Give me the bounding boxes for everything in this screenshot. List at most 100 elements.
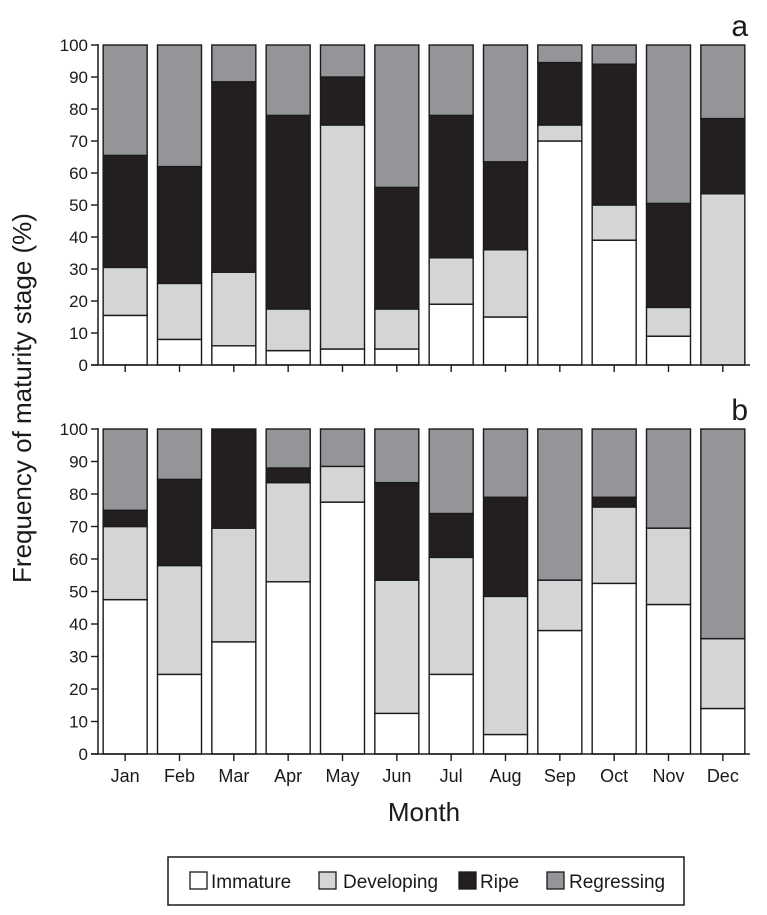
bar-a-aug-developing (482, 249, 529, 318)
bar-b-jul-regressing (428, 428, 474, 515)
y-tick-label-a-50: 50 (69, 196, 88, 215)
x-tick-label-jun: Jun (382, 766, 411, 786)
panel-label-a: a (731, 10, 748, 43)
bar-b-dec-immature (700, 707, 746, 755)
legend-label-developing: Developing (343, 872, 438, 893)
bar-b-sep-immature (537, 629, 583, 755)
legend-frame (167, 856, 685, 906)
legend-label-immature: Immature (211, 872, 291, 893)
bar-a-feb-regressing (156, 44, 203, 168)
bar-a-oct-developing (591, 204, 637, 241)
y-tick-label-b-100: 100 (60, 420, 88, 439)
bar-b-mar-ripe (211, 428, 257, 529)
bar-a-aug-immature (482, 316, 529, 366)
y-tick-label-a-70: 70 (69, 132, 88, 151)
x-tick-label-feb: Feb (164, 766, 195, 786)
x-tick-label-may: May (325, 766, 359, 786)
bar-a-nov-immature (645, 335, 692, 366)
y-tick-label-a-80: 80 (69, 100, 88, 119)
bar-a-nov-developing (645, 306, 692, 337)
bar-a-mar-immature (211, 345, 257, 366)
bar-a-jun-ripe (374, 186, 420, 310)
legend-swatch-regressing (546, 871, 565, 890)
y-tick-label-b-40: 40 (69, 615, 88, 634)
bar-a-jan-regressing (102, 44, 148, 157)
bar-a-aug-ripe (482, 161, 529, 251)
bar-a-may-ripe (319, 76, 366, 126)
bar-a-jun-developing (374, 308, 420, 350)
bar-b-oct-developing (591, 506, 637, 585)
x-tick-label-mar: Mar (218, 766, 249, 786)
bar-a-feb-immature (156, 338, 203, 366)
bar-b-nov-immature (645, 603, 692, 755)
bar-a-apr-developing (265, 308, 311, 352)
bar-a-sep-immature (537, 140, 583, 366)
bar-a-jun-regressing (374, 44, 420, 189)
bar-b-oct-regressing (591, 428, 637, 498)
bar-b-apr-ripe (265, 467, 311, 484)
bar-a-dec-ripe (700, 117, 746, 195)
x-axis-title: Month (388, 797, 460, 827)
bar-a-jun-immature (374, 348, 420, 366)
legend-label-ripe: Ripe (480, 872, 519, 893)
bar-b-aug-regressing (482, 428, 529, 498)
bar-a-apr-immature (265, 349, 311, 366)
bar-a-feb-developing (156, 282, 203, 341)
bar-b-nov-developing (645, 527, 692, 606)
bar-b-apr-regressing (265, 428, 311, 469)
bar-a-jul-developing (428, 257, 474, 305)
bar-b-may-regressing (319, 428, 366, 468)
y-tick-label-b-0: 0 (79, 745, 88, 764)
y-tick-label-b-10: 10 (69, 713, 88, 732)
bar-a-jan-immature (102, 314, 148, 366)
bar-b-jul-developing (428, 556, 474, 676)
bar-a-mar-regressing (211, 44, 257, 83)
bar-a-aug-regressing (482, 44, 529, 163)
bar-b-jan-ripe (102, 509, 148, 528)
bar-b-apr-developing (265, 481, 311, 583)
panel-b: Jan Feb Mar Apr May Jun Jul Aug Sep Oct Nov Dec 0 10 2… (60, 394, 750, 786)
bar-b-jul-ripe (428, 512, 474, 559)
legend-swatch-immature (189, 871, 208, 890)
bar-a-may-regressing (319, 44, 366, 78)
bar-b-aug-immature (482, 733, 529, 755)
x-tick-label-nov: Nov (652, 766, 684, 786)
bar-a-oct-ripe (591, 63, 637, 206)
bar-a-apr-ripe (265, 114, 311, 310)
bar-a-jul-immature (428, 303, 474, 366)
bar-a-nov-regressing (645, 44, 692, 205)
bar-a-apr-regressing (265, 44, 311, 117)
panel-a: 0 10 20 30 40 50 60 70 80 90 100 a (60, 10, 750, 375)
y-tick-label-a-60: 60 (69, 164, 88, 183)
x-tick-label-dec: Dec (707, 766, 739, 786)
bar-a-feb-ripe (156, 165, 203, 285)
y-tick-label-a-40: 40 (69, 228, 88, 247)
bar-a-sep-developing (537, 124, 583, 142)
legend-swatch-developing (318, 871, 337, 890)
bar-b-jan-immature (102, 598, 148, 755)
bar-b-jan-regressing (102, 428, 148, 511)
bar-a-mar-developing (211, 271, 257, 347)
y-tick-label-b-60: 60 (69, 550, 88, 569)
panel-label-b: b (731, 394, 748, 427)
bar-b-nov-regressing (645, 428, 692, 529)
bar-a-nov-ripe (645, 202, 692, 309)
y-tick-label-b-50: 50 (69, 583, 88, 602)
bar-b-may-immature (319, 501, 366, 755)
bar-a-oct-immature (591, 239, 637, 366)
x-tick-label-sep: Sep (544, 766, 576, 786)
bar-a-jul-regressing (428, 44, 474, 117)
bar-a-jul-ripe (428, 114, 474, 259)
y-tick-label-b-80: 80 (69, 485, 88, 504)
x-tick-label-apr: Apr (274, 766, 302, 786)
y-tick-label-b-30: 30 (69, 648, 88, 667)
y-tick-label-b-90: 90 (69, 453, 88, 472)
y-tick-label-b-20: 20 (69, 680, 88, 699)
bar-a-mar-ripe (211, 81, 257, 273)
y-tick-label-a-0: 0 (79, 356, 88, 375)
bar-b-mar-immature (211, 641, 257, 755)
bar-a-dec-developing (700, 193, 746, 366)
bar-a-sep-regressing (537, 44, 583, 64)
y-tick-label-a-30: 30 (69, 260, 88, 279)
bar-b-feb-ripe (156, 478, 203, 567)
